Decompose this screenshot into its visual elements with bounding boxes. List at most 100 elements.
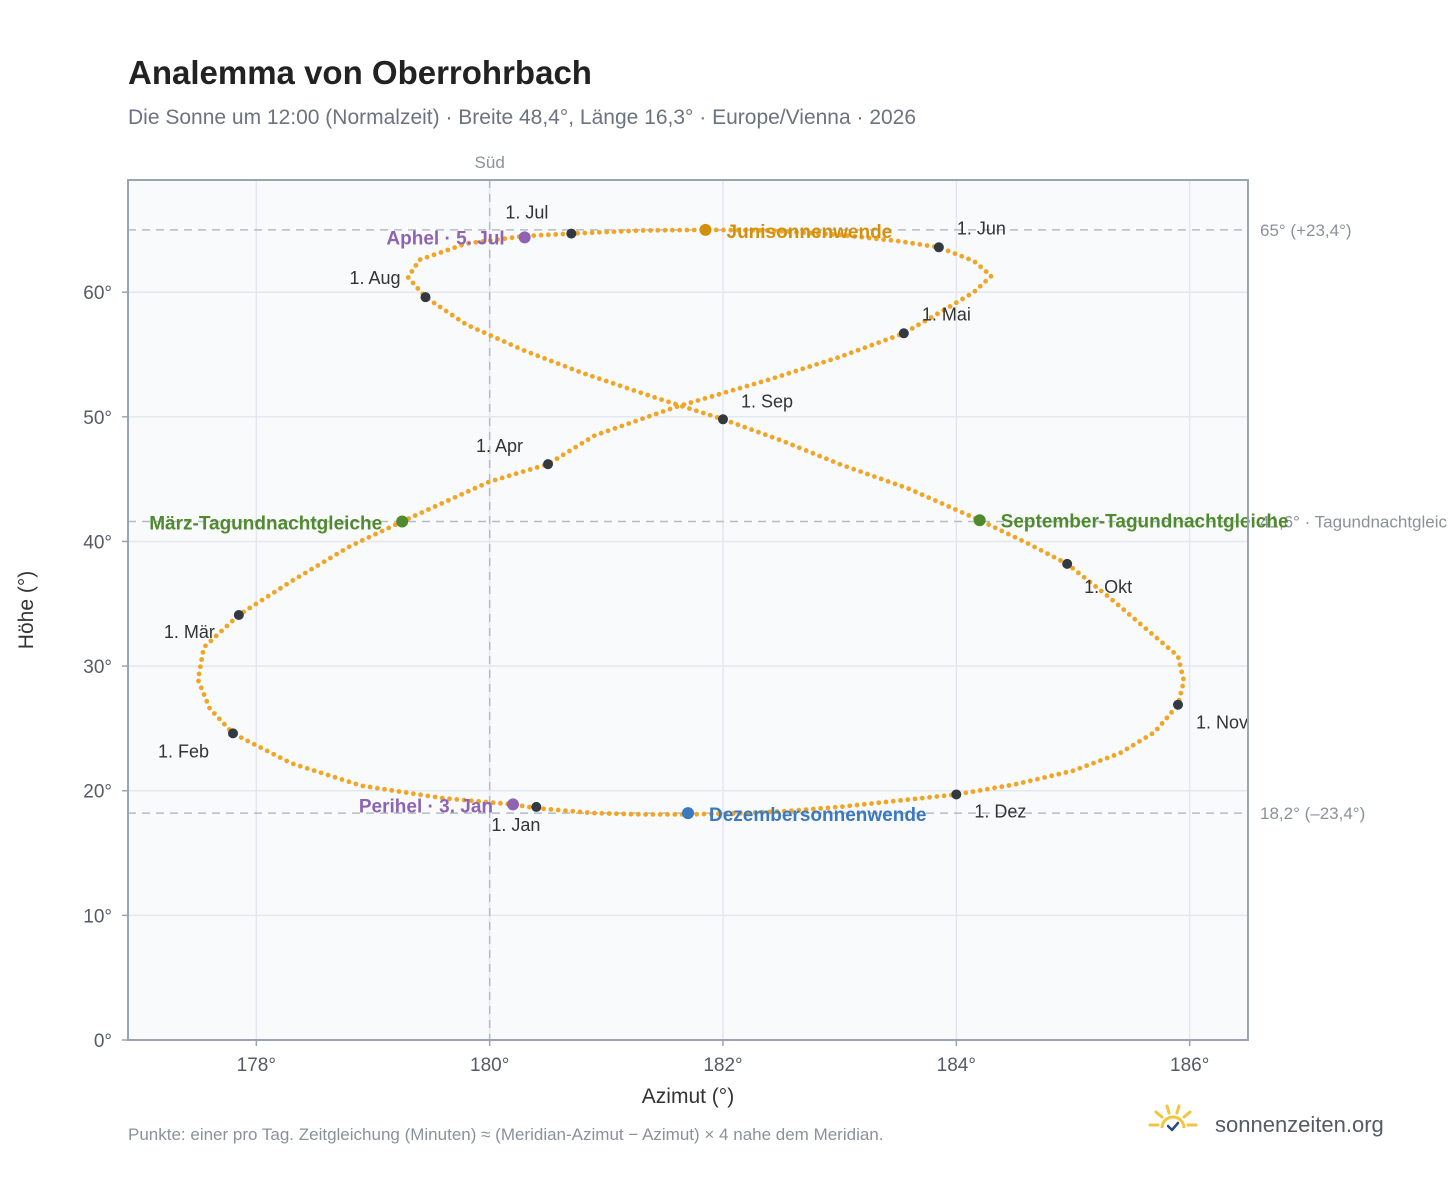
- path-dot: [701, 811, 707, 817]
- path-dot: [916, 322, 921, 328]
- path-dot: [646, 413, 652, 419]
- path-dot: [640, 228, 646, 233]
- path-dot: [869, 801, 874, 806]
- path-dot: [865, 471, 870, 477]
- path-dot: [866, 235, 872, 241]
- path-dot: [438, 250, 444, 255]
- path-dot: [789, 808, 794, 814]
- chart-subtitle: Die Sonne um 12:00 (Normalzeit) · Breite…: [128, 106, 916, 129]
- path-dot: [765, 377, 771, 383]
- path-dot: [1045, 551, 1050, 557]
- path-dot: [1098, 588, 1104, 594]
- path-dot: [410, 280, 416, 286]
- event-marker-perihel-3-jan: [507, 798, 519, 811]
- path-dot: [928, 315, 934, 320]
- path-dot: [681, 402, 687, 408]
- path-dot: [970, 789, 976, 795]
- path-dot: [415, 286, 421, 291]
- path-dot: [417, 257, 423, 262]
- event-label-märz-tagundnachtgleiche: März-Tagundnachtgleiche: [149, 514, 382, 535]
- path-dot: [311, 768, 317, 774]
- path-dot: [659, 397, 664, 403]
- path-dot: [854, 802, 860, 808]
- path-dot: [905, 797, 911, 803]
- path-dot: [560, 452, 566, 458]
- path-dot: [635, 811, 641, 817]
- path-dot: [817, 453, 823, 459]
- path-dot: [652, 394, 658, 400]
- path-dot: [823, 231, 828, 237]
- brand-name: sonnenzeiten.org: [1215, 1112, 1384, 1137]
- month-marker-1-nov: [1173, 699, 1183, 710]
- x-axis-label: Azimut (°): [642, 1085, 734, 1108]
- path-dot: [1121, 607, 1127, 613]
- path-dot: [473, 239, 479, 245]
- path-dot: [353, 781, 359, 787]
- path-dot: [941, 793, 947, 799]
- plot-frame: [127, 179, 1249, 1041]
- path-dot: [538, 232, 544, 238]
- path-dot: [424, 254, 430, 260]
- path-dot: [1137, 621, 1143, 627]
- path-dot: [339, 777, 345, 782]
- path-dot: [251, 741, 257, 747]
- path-dot: [472, 485, 478, 491]
- path-dot: [264, 748, 270, 754]
- path-dot: [605, 428, 611, 434]
- path-dot: [1084, 763, 1090, 769]
- path-dot: [1063, 770, 1069, 775]
- path-dot: [772, 228, 777, 234]
- path-dot: [779, 373, 785, 378]
- path-dot: [449, 312, 455, 318]
- path-dot: [1091, 760, 1096, 766]
- event-markers: Aphel · 5. Jul Junisonnenwende März-Tagund…: [149, 222, 1288, 826]
- path-dot: [445, 497, 451, 503]
- path-dot: [253, 601, 259, 607]
- path-dot: [633, 418, 639, 424]
- path-dot: [986, 522, 992, 527]
- path-dot: [1179, 669, 1185, 675]
- month-label-1-okt: 1. Okt: [1084, 577, 1132, 597]
- path-dot: [645, 392, 651, 398]
- path-dot: [461, 797, 467, 803]
- path-dot: [359, 538, 365, 543]
- path-dot: [271, 751, 277, 757]
- path-dot: [208, 638, 214, 644]
- path-dot: [723, 389, 729, 395]
- path-dot: [1159, 721, 1165, 726]
- path-dot: [1104, 755, 1110, 761]
- path-dot: [555, 807, 561, 813]
- path-dot: [927, 794, 932, 800]
- path-dot: [555, 361, 561, 367]
- path-dot: [515, 345, 520, 350]
- path-dot: [909, 326, 915, 331]
- path-dot: [796, 807, 802, 813]
- path-dot: [933, 498, 938, 503]
- path-dot: [691, 227, 697, 233]
- path-dot: [589, 230, 595, 236]
- month-marker-1-jan: [531, 801, 542, 812]
- path-dot: [528, 350, 534, 356]
- path-dot: [837, 461, 843, 467]
- path-dot: [265, 593, 271, 599]
- path-dot: [779, 228, 785, 234]
- path-dot: [878, 476, 884, 482]
- path-dot: [667, 406, 673, 412]
- path-dot: [1137, 738, 1142, 744]
- path-dot: [657, 812, 663, 817]
- path-dot: [520, 469, 526, 475]
- path-dot: [939, 501, 945, 506]
- path-dot: [389, 787, 395, 793]
- path-dot: [674, 404, 680, 410]
- path-dot: [728, 227, 734, 233]
- path-dot: [684, 227, 690, 233]
- path-dot: [318, 770, 324, 776]
- path-dot: [527, 467, 533, 472]
- path-dot: [196, 678, 201, 684]
- path-dot: [1175, 655, 1181, 661]
- path-dot: [828, 357, 833, 363]
- path-dot: [855, 347, 861, 353]
- path-dot: [713, 227, 719, 233]
- path-dot: [221, 721, 227, 727]
- path-dot: [737, 385, 743, 391]
